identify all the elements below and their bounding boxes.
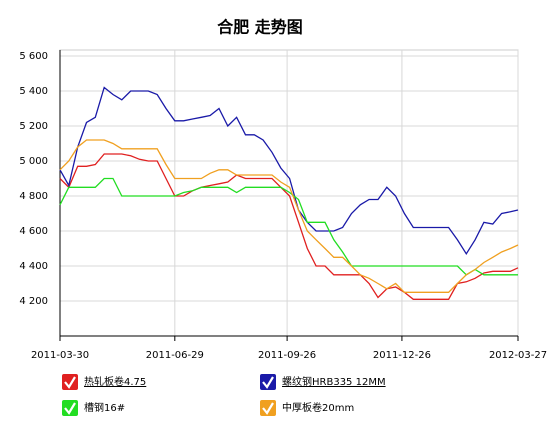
legend-check (262, 402, 274, 415)
series-line (59, 177, 518, 276)
x-tick-label: 2011-06-29 (146, 350, 204, 361)
legend-check (262, 376, 274, 389)
y-tick-label: 5 400 (19, 86, 48, 97)
legend-check (64, 402, 76, 415)
series-line (59, 153, 519, 300)
legend-item[interactable]: 螺纹钢HRB335 12MM (260, 374, 386, 390)
legend-swatch (62, 374, 78, 390)
legend-label: 热轧板卷4.75 (84, 375, 146, 388)
y-tick-label: 4 600 (19, 226, 48, 237)
y-tick-label: 5 600 (19, 51, 48, 62)
series-line (59, 86, 519, 256)
legend-item[interactable]: 热轧板卷4.75 (62, 374, 146, 390)
legend-swatch (260, 400, 276, 416)
legend-label: 槽钢16# (84, 401, 125, 414)
x-tick-label: 2011-12-26 (373, 350, 431, 361)
y-tick-label: 5 000 (19, 156, 48, 167)
x-tick-label: 2012-03-27 (489, 350, 547, 361)
legend-swatch (260, 374, 276, 390)
y-tick-label: 5 200 (19, 121, 48, 132)
series-line (59, 139, 519, 293)
legend-item[interactable]: 中厚板卷20mm (260, 400, 354, 416)
y-tick-label: 4 400 (19, 261, 48, 272)
legend-label: 中厚板卷20mm (282, 401, 354, 414)
legend-label: 螺纹钢HRB335 12MM (282, 375, 386, 388)
y-tick-label: 4 200 (19, 296, 48, 307)
x-tick-label: 2011-09-26 (258, 350, 316, 361)
legend-check (64, 376, 76, 389)
y-tick-label: 4 800 (19, 191, 48, 202)
x-tick-label: 2011-03-30 (31, 350, 89, 361)
legend-swatch (62, 400, 78, 416)
legend-item[interactable]: 槽钢16# (62, 400, 125, 416)
chart-title: 合肥 走势图 (217, 18, 303, 37)
